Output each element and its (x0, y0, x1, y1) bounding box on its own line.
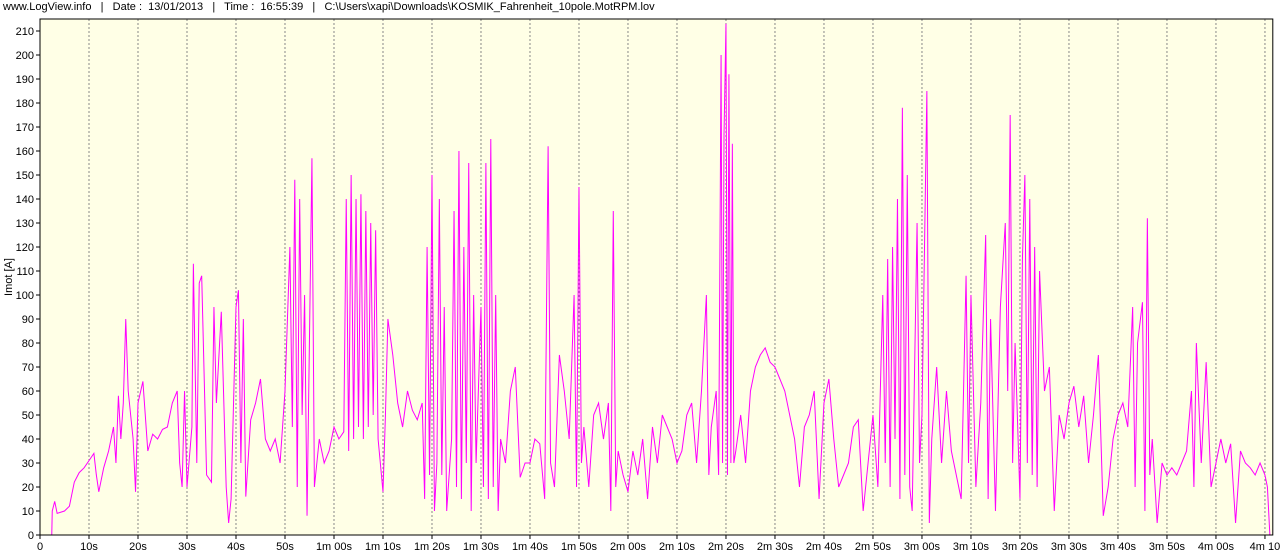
x-tick-label: 1m 50s (561, 541, 598, 553)
x-tick-label: 1m 20s (414, 541, 451, 553)
y-tick-label: 20 (22, 482, 34, 494)
x-tick-label: 2m 10s (659, 541, 696, 553)
y-tick-label: 40 (22, 434, 34, 446)
y-tick-label: 30 (22, 458, 34, 470)
x-tick-label: 3m 30s (1051, 541, 1088, 553)
x-tick-label: 2m 50s (855, 541, 892, 553)
y-tick-label: 180 (16, 98, 34, 110)
x-tick-label: 10s (80, 541, 98, 553)
y-tick-label: 90 (22, 314, 34, 326)
x-tick-label: 3m 40s (1100, 541, 1137, 553)
y-tick-label: 0 (28, 530, 34, 542)
y-tick-label: 210 (16, 26, 34, 38)
x-tick-label: 1m 10s (365, 541, 402, 553)
x-tick-label: 1m 00s (316, 541, 353, 553)
x-tick-label: 2m 20s (708, 541, 745, 553)
x-tick-label: 40s (227, 541, 245, 553)
x-tick-label: 3m 50s (1149, 541, 1186, 553)
y-tick-label: 190 (16, 74, 34, 86)
y-tick-label: 160 (16, 146, 34, 158)
y-tick-label: 70 (22, 362, 34, 374)
x-tick-label: 0 (37, 541, 43, 553)
x-tick-label: 3m 20s (1002, 541, 1039, 553)
x-tick-label: 20s (129, 541, 147, 553)
y-tick-label: 110 (16, 266, 34, 278)
y-tick-label: 50 (22, 410, 34, 422)
x-tick-label: 2m 00s (610, 541, 647, 553)
x-tick-label: 1m 40s (512, 541, 549, 553)
y-tick-label: 150 (16, 170, 34, 182)
y-tick-label: 60 (22, 386, 34, 398)
y-tick-label: 120 (16, 242, 34, 254)
data-line (40, 23, 1271, 536)
x-tick-label: 3m 00s (904, 541, 941, 553)
x-tick-label: 2m 30s (757, 541, 794, 553)
x-tick-label: 3m 10s (953, 541, 990, 553)
y-axis-label: Imot [A] (3, 258, 15, 296)
x-tick-label: 30s (178, 541, 196, 553)
x-tick-label: 50s (276, 541, 294, 553)
y-tick-label: 10 (22, 506, 34, 518)
y-tick-label: 100 (16, 290, 34, 302)
y-tick-label: 130 (16, 218, 34, 230)
y-tick-label: 170 (16, 122, 34, 134)
plot-frame (39, 18, 1274, 536)
x-tick-label: 2m 40s (806, 541, 843, 553)
header: www.LogView.info | Date : 13/01/2013 | T… (3, 1, 655, 13)
x-tick-label: 4m 10 (1250, 541, 1280, 553)
y-tick-label: 140 (16, 194, 34, 206)
x-tick-label: 4m 00s (1198, 541, 1235, 553)
y-tick-label: 80 (22, 338, 34, 350)
y-tick-label: 200 (16, 50, 34, 62)
x-tick-label: 1m 30s (463, 541, 500, 553)
